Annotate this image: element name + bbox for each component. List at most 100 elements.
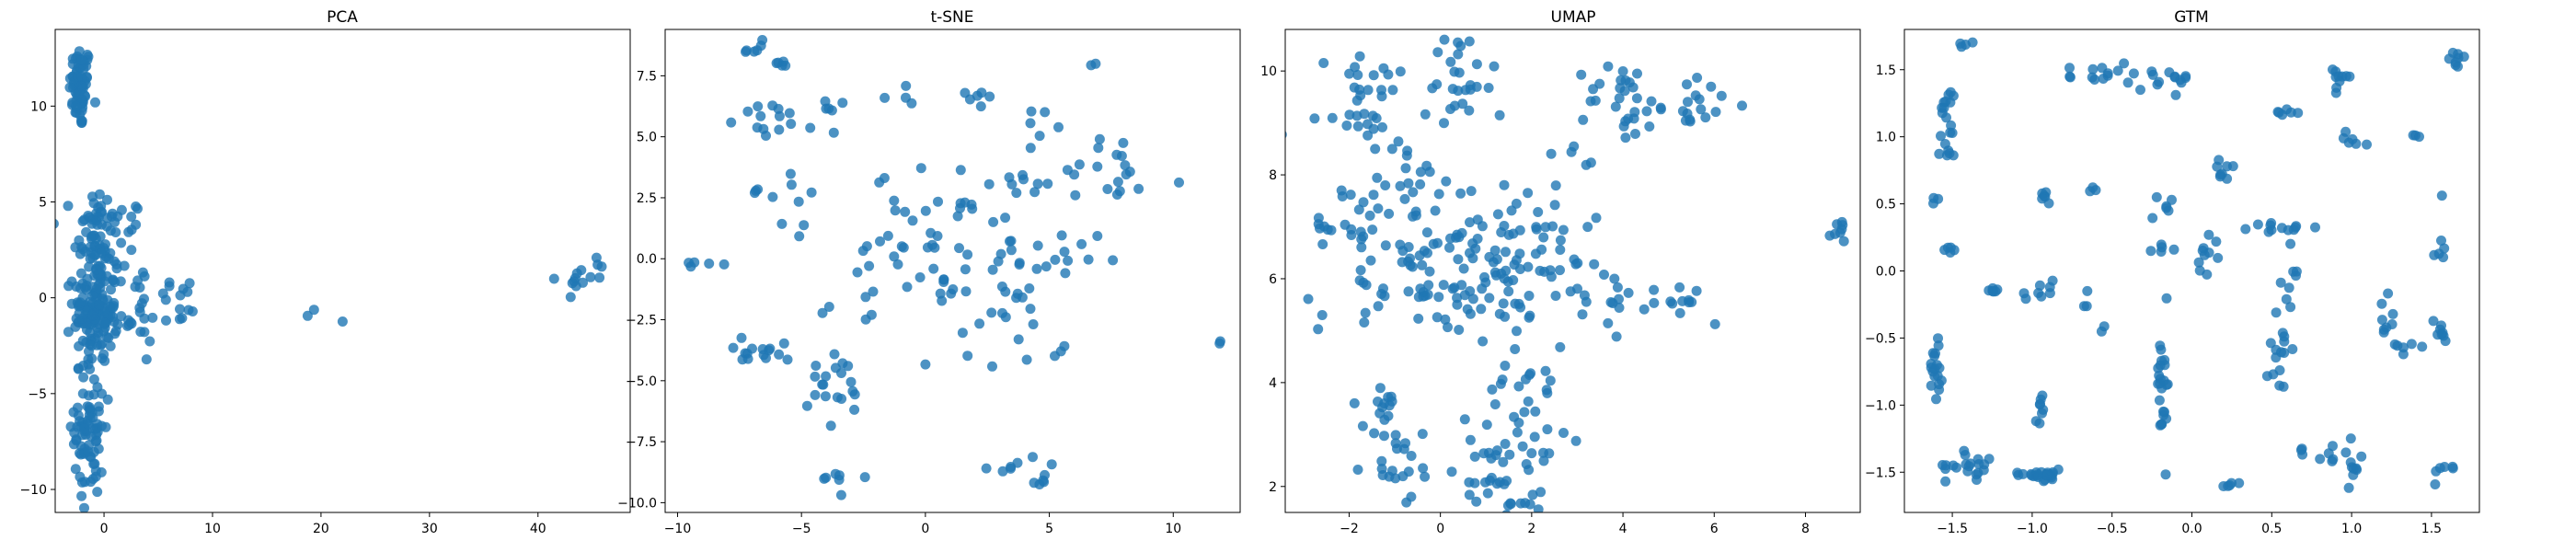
scatter-point (1421, 227, 1432, 238)
scatter-point (1452, 293, 1463, 304)
scatter-point (91, 264, 102, 275)
scatter-point (2417, 341, 2428, 352)
scatter-point (1492, 445, 1502, 456)
scatter-point (755, 40, 766, 52)
scatter-point (902, 282, 913, 293)
scatter-point (87, 310, 98, 321)
scatter-point (102, 194, 112, 205)
scatter-point (2252, 219, 2263, 230)
scatter-point (2034, 418, 2045, 429)
scatter-point (1947, 128, 1958, 138)
scatter-point (1363, 85, 1374, 96)
scatter-point (1363, 130, 1374, 141)
scatter-point (1691, 285, 1702, 296)
scatter-point (144, 336, 155, 347)
scatter-point (1529, 431, 1540, 443)
scatter-point (1682, 79, 1692, 90)
scatter-point (2348, 463, 2359, 474)
scatter-point (2240, 224, 2251, 235)
scatter-point (2362, 139, 2372, 150)
points-group (1926, 37, 2469, 493)
scatter-point (1465, 217, 1475, 228)
x-tick-label: −2 (1340, 522, 1359, 536)
scatter-point (1397, 257, 1408, 268)
scatter-point (1639, 304, 1650, 315)
scatter-point (1710, 107, 1721, 118)
scatter-point (1449, 282, 1460, 293)
scatter-point (2271, 307, 2282, 318)
scatter-point (2406, 339, 2417, 350)
scatter-point (83, 419, 94, 430)
scatter-point (1929, 351, 1940, 362)
scatter-point (2161, 293, 2172, 304)
y-tick-label: 0 (39, 292, 47, 306)
scatter-point (1415, 283, 1426, 294)
scatter-point (1585, 157, 1596, 168)
scatter-point (1683, 97, 1693, 108)
scatter-point (1420, 109, 1431, 120)
scatter-point (2234, 477, 2245, 489)
scatter-point (1838, 236, 1849, 247)
scatter-point (774, 124, 785, 135)
scatter-point (1582, 222, 1593, 233)
scatter-point (1611, 331, 1622, 342)
scatter-point (2356, 451, 2367, 462)
scatter-point (1093, 143, 1104, 154)
scatter-point (1555, 265, 1565, 276)
points-group (1285, 34, 1849, 512)
scatter-point (82, 73, 92, 83)
scatter-point (1344, 68, 1355, 79)
scatter-point (1445, 56, 1456, 67)
scatter-point (1646, 96, 1657, 107)
y-tick-label: 2.5 (637, 191, 657, 206)
scatter-point (2343, 482, 2354, 493)
scatter-point (1614, 303, 1625, 313)
scatter-point (116, 237, 127, 248)
scatter-point (1481, 420, 1492, 431)
scatter-point (810, 389, 821, 400)
scatter-point (1550, 291, 1561, 301)
scatter-point (1368, 190, 1379, 201)
scatter-point (1424, 266, 1435, 277)
scatter-point (302, 310, 313, 321)
scatter-point (1538, 232, 1549, 243)
scatter-point (771, 58, 782, 69)
scatter-point (1386, 396, 1397, 407)
scatter-point (1565, 286, 1576, 297)
scatter-point (2389, 339, 2400, 350)
scatter-point (1538, 447, 1548, 458)
scatter-point (116, 204, 127, 215)
scatter-point (1503, 286, 1514, 297)
scatter-point (2034, 280, 2045, 291)
scatter-point (2218, 481, 2229, 491)
scatter-point (101, 332, 112, 342)
scatter-point (1514, 224, 1525, 236)
scatter-point (1477, 221, 1488, 232)
scatter-point (2089, 75, 2100, 85)
scatter-point (1432, 312, 1443, 323)
scatter-point (1422, 289, 1433, 300)
scatter-point (1630, 129, 1640, 139)
scatter-point (2387, 308, 2398, 319)
scatter-point (1309, 113, 1320, 124)
scatter-point (126, 245, 137, 256)
scatter-point (2343, 137, 2354, 148)
x-tick-label: −5 (792, 522, 811, 536)
scatter-point (70, 464, 81, 475)
scatter-point (995, 248, 1006, 259)
scatter-point (1934, 148, 1945, 159)
scatter-point (2176, 77, 2187, 88)
scatter-point (1470, 243, 1481, 254)
scatter-point (147, 312, 158, 323)
scatter-point (1489, 245, 1501, 256)
scatter-point (1832, 219, 1843, 230)
scatter-point (896, 241, 907, 252)
scatter-point (1350, 62, 1361, 73)
scatter-point (2296, 443, 2307, 454)
scatter-point (1496, 227, 1507, 237)
scatter-point (86, 340, 97, 351)
scatter-point (1174, 177, 1184, 188)
scatter-point (1014, 259, 1025, 270)
scatter-point (1972, 475, 1982, 485)
scatter-point (2376, 315, 2387, 326)
